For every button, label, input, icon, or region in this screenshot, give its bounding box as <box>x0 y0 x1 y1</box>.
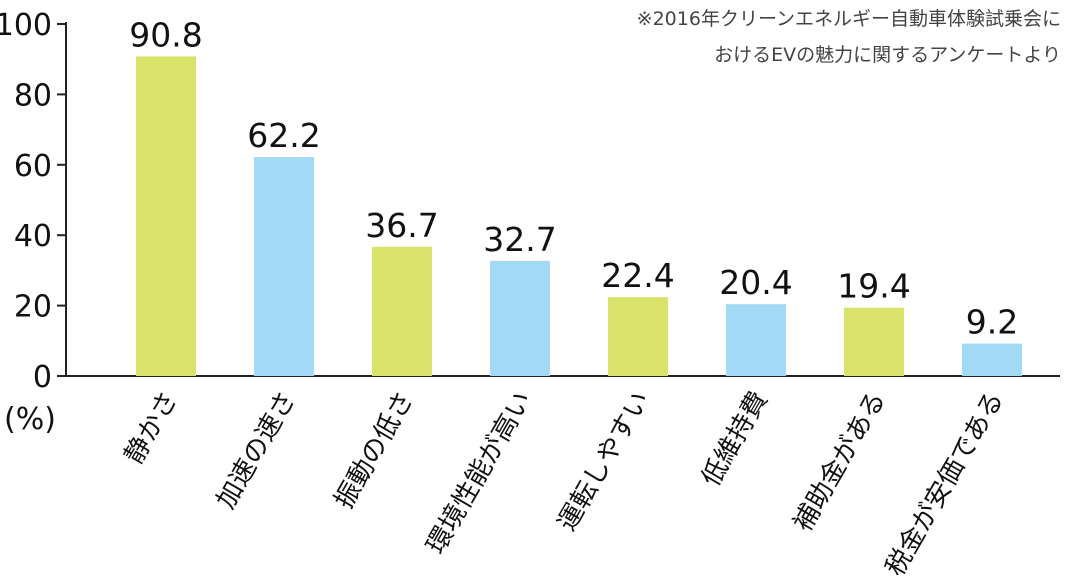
category-label: 運転しやすい <box>552 387 656 537</box>
y-tick-label: 100 <box>0 8 52 43</box>
survey-source-note-line-1: ※2016年クリーンエネルギー自動車体験試乗会に <box>636 8 1061 30</box>
category-label: 振動の低さ <box>329 387 420 515</box>
y-tick-label: 40 <box>14 219 52 254</box>
bar-value-label: 9.2 <box>966 303 1018 342</box>
survey-source-note-line-2: おけるEVの魅力に関するアンケートより <box>714 44 1061 66</box>
bar-value-label: 90.8 <box>129 15 202 54</box>
bar-value-label: 19.4 <box>837 267 910 306</box>
bar <box>136 56 196 376</box>
bar-value-label: 20.4 <box>719 263 792 302</box>
category-label: 加速の速さ <box>211 387 302 515</box>
category-label: 補助金がある <box>788 387 892 537</box>
bar-value-label: 36.7 <box>365 206 438 245</box>
bar <box>490 260 550 376</box>
y-axis-unit-label: (%) <box>4 402 56 437</box>
bar <box>254 157 314 376</box>
bar-value-label: 22.4 <box>601 256 674 295</box>
bar <box>726 304 786 376</box>
category-label: 低維持費 <box>696 387 774 492</box>
y-tick-label: 60 <box>14 149 52 184</box>
bar <box>844 307 904 376</box>
y-tick-label: 80 <box>14 78 52 113</box>
bar-value-label: 62.2 <box>247 116 320 155</box>
category-label: 税金が安価である <box>880 387 1010 582</box>
bar <box>962 343 1022 376</box>
bar-value-label: 32.7 <box>483 220 556 259</box>
bar <box>608 297 668 376</box>
y-tick-label: 20 <box>14 290 52 325</box>
category-label: 環境性能が高い <box>421 387 538 560</box>
category-label: 静かさ <box>119 387 184 470</box>
y-tick-label: 0 <box>33 360 52 395</box>
bar <box>372 246 432 376</box>
